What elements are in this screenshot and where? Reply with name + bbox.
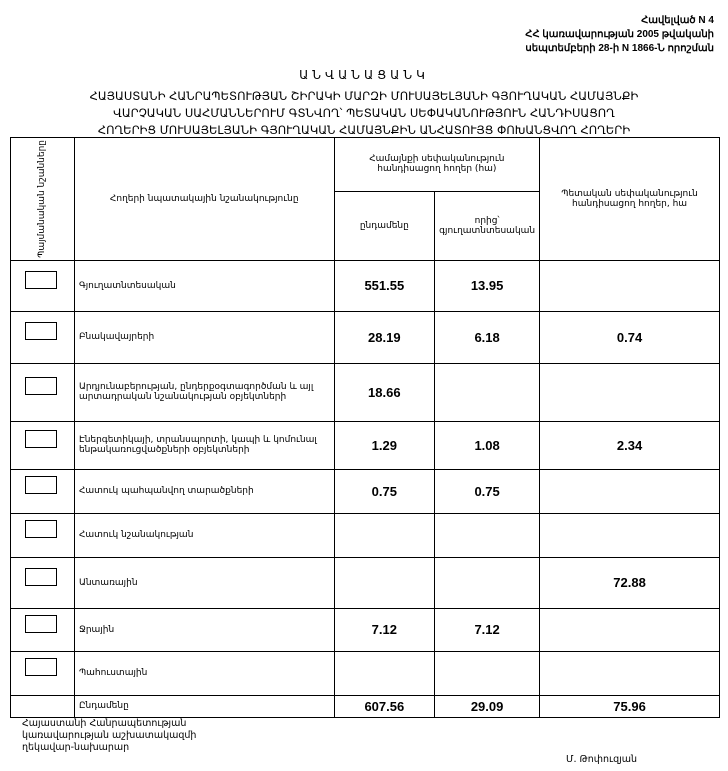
footer-line: ղեկավար-նախարար bbox=[22, 742, 130, 753]
community-agri bbox=[434, 362, 541, 422]
state-land bbox=[539, 512, 720, 558]
community-agri: 13.95 bbox=[434, 259, 541, 312]
totals-state: 75.96 bbox=[539, 694, 720, 718]
legend-symbol bbox=[25, 614, 57, 633]
table-row: Հատուկ պահպանվող տարածքների 0.75 0.75 bbox=[10, 468, 720, 514]
annex-reference: Հավելված N 4 ՀՀ կառավարության 2005 թվակա… bbox=[525, 14, 714, 56]
legend-symbol bbox=[25, 476, 57, 495]
document-title: ԱՆՎԱՆԱՑԱՆԿ bbox=[299, 68, 429, 82]
legend-symbol bbox=[25, 567, 57, 586]
legend-symbol-cell bbox=[10, 310, 75, 364]
community-total: 1.29 bbox=[333, 420, 436, 470]
community-agri bbox=[434, 556, 541, 609]
legend-symbol-cell bbox=[10, 607, 75, 652]
legend-symbol-cell bbox=[10, 362, 75, 422]
state-land bbox=[539, 259, 720, 312]
legend-symbol bbox=[25, 270, 57, 289]
annex-line: սեպտեմբերի 28-ի N 1866-Ն որոշման bbox=[525, 43, 714, 54]
table-row: Ջրային 7.12 7.12 bbox=[10, 607, 720, 652]
legend-symbol bbox=[25, 377, 57, 396]
land-purpose: Արդյունաբերության, ընդերքօգտագործման և ա… bbox=[73, 362, 335, 422]
subtitle-line: ՀՈՂԵՐԻՑ ՄՈՒՍԱՅԵԼՅԱՆԻ ԳՅՈՒՂԱԿԱՆ ՀԱՄԱՅՆՔԻՆ… bbox=[97, 123, 631, 137]
table-row: Հատուկ նշանակության bbox=[10, 512, 720, 558]
community-agri: 0.75 bbox=[434, 468, 541, 514]
totals-row: Ընդամենը 607.56 29.09 75.96 bbox=[10, 694, 720, 718]
annex-line: Հավելված N 4 bbox=[641, 15, 714, 26]
footer-line: Հայաստանի Հանրապետության bbox=[22, 718, 187, 729]
state-land bbox=[539, 607, 720, 652]
legend-symbol-cell bbox=[10, 259, 75, 312]
header-purpose: Հողերի նպատակային նշանակությունը bbox=[73, 137, 335, 261]
legend-symbol-cell bbox=[10, 512, 75, 558]
subtitle-line: ՀԱՅԱՍՏԱՆԻ ՀԱՆՐԱՊԵՏՈՒԹՅԱՆ ՇԻՐԱԿԻ ՄԱՐԶԻ ՄՈ… bbox=[89, 89, 639, 103]
footer-position: Հայաստանի Հանրապետության կառավարության ա… bbox=[22, 718, 196, 754]
state-land: 72.88 bbox=[539, 556, 720, 609]
community-agri bbox=[434, 512, 541, 558]
legend-symbol-cell bbox=[10, 420, 75, 470]
table-row: Գյուղատնտեսական 551.55 13.95 bbox=[10, 259, 720, 312]
state-land: 0.74 bbox=[539, 310, 720, 364]
table-row: Արդյունաբերության, ընդերքօգտագործման և ա… bbox=[10, 362, 720, 422]
community-total bbox=[333, 556, 436, 609]
community-agri: 1.08 bbox=[434, 420, 541, 470]
annex-line: ՀՀ կառավարության 2005 թվականի bbox=[525, 29, 714, 40]
totals-agri: 29.09 bbox=[434, 694, 541, 718]
header-state: Պետական սեփականություն հանդիսացող հողեր,… bbox=[539, 137, 720, 261]
community-total: 0.75 bbox=[333, 468, 436, 514]
footer-line: կառավարության աշխատակազմի bbox=[22, 730, 197, 741]
subtitle-line: ՎԱՐՉԱԿԱՆ ՍԱՀՄԱՆՆԵՐՈՒՄ ԳՏՆՎՈՂ՝ ՊԵՏԱԿԱՆ ՍԵ… bbox=[113, 106, 615, 120]
document-subtitle: ՀԱՅԱՍՏԱՆԻ ՀԱՆՐԱՊԵՏՈՒԹՅԱՆ ՇԻՐԱԿԻ ՄԱՐԶԻ ՄՈ… bbox=[0, 88, 728, 139]
legend-symbol-cell bbox=[10, 468, 75, 514]
table-row: Էներգետիկայի, տրանսպորտի, կապի և կոմունա… bbox=[10, 420, 720, 470]
legend-symbol-cell bbox=[10, 650, 75, 696]
legend-symbol bbox=[25, 658, 57, 677]
header-community: Համայնքի սեփականություն հանդիսացող հողեր… bbox=[333, 137, 541, 192]
state-land bbox=[539, 650, 720, 696]
land-purpose: Հատուկ պահպանվող տարածքների bbox=[73, 468, 335, 514]
community-total: 551.55 bbox=[333, 259, 436, 312]
table-row: Անտառային 72.88 bbox=[10, 556, 720, 609]
state-land bbox=[539, 362, 720, 422]
land-purpose: Անտառային bbox=[73, 556, 335, 609]
land-purpose: Գյուղատնտեսական bbox=[73, 259, 335, 312]
totals-label: Ընդամենը bbox=[73, 694, 335, 718]
community-total: 7.12 bbox=[333, 607, 436, 652]
header-symbols: Պայմանական նշանները bbox=[10, 137, 75, 261]
state-land: 2.34 bbox=[539, 420, 720, 470]
signer-name: Մ. Թոփուզյան bbox=[566, 754, 638, 765]
header-total: ընդամենը bbox=[333, 190, 436, 261]
totals-total: 607.56 bbox=[333, 694, 436, 718]
table-row: Բնակավայրերի 28.19 6.18 0.74 bbox=[10, 310, 720, 364]
land-purpose: Պահուստային bbox=[73, 650, 335, 696]
community-total: 18.66 bbox=[333, 362, 436, 422]
state-land bbox=[539, 468, 720, 514]
community-agri: 7.12 bbox=[434, 607, 541, 652]
community-agri: 6.18 bbox=[434, 310, 541, 364]
community-total bbox=[333, 512, 436, 558]
header-of-which: որից՝ գյուղատնտեսական bbox=[434, 190, 541, 261]
legend-symbol bbox=[25, 520, 57, 539]
community-agri bbox=[434, 650, 541, 696]
legend-symbol-cell bbox=[10, 556, 75, 609]
community-total: 28.19 bbox=[333, 310, 436, 364]
legend-symbol bbox=[25, 322, 57, 341]
land-table: Պայմանական նշանները Հողերի նպատակային նշ… bbox=[10, 137, 720, 718]
land-purpose: Հատուկ նշանակության bbox=[73, 512, 335, 558]
land-purpose: Ջրային bbox=[73, 607, 335, 652]
community-total bbox=[333, 650, 436, 696]
land-purpose: Բնակավայրերի bbox=[73, 310, 335, 364]
table-row: Պահուստային bbox=[10, 650, 720, 696]
land-purpose: Էներգետիկայի, տրանսպորտի, կապի և կոմունա… bbox=[73, 420, 335, 470]
legend-symbol bbox=[25, 430, 57, 449]
